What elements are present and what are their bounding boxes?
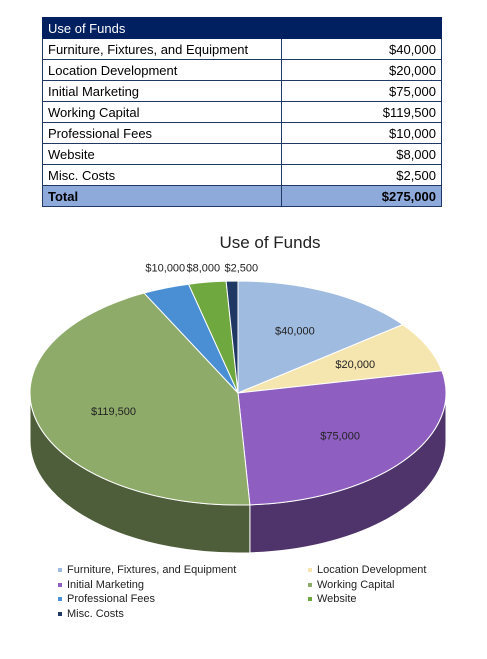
legend-label: Misc. Costs [67, 607, 124, 620]
pie-labels: $40,000 $20,000 $75,000 $119,500 $10,000 $8,0… [91, 263, 375, 443]
legend-item: Initial Marketing [58, 579, 144, 591]
legend-marker [58, 597, 62, 602]
legend-marker [58, 582, 62, 587]
legend-marker [58, 611, 62, 616]
table-row: Working Capital $119,500 [42, 101, 442, 123]
chart-title: Use of Funds [219, 233, 321, 252]
table-header: Use of Funds [42, 17, 442, 39]
legend-label: Website [317, 593, 357, 605]
table-row: Furniture, Fixtures, and Equipment $40,00… [42, 38, 442, 60]
legend-label: Location Development [317, 564, 427, 576]
slice-label-2: $75,000 [320, 430, 360, 442]
row-label: Working Capital [42, 101, 282, 123]
legend-label: Working Capital [317, 578, 395, 591]
table-row: Professional Fees $10,000 [42, 122, 442, 144]
legend-marker [308, 597, 312, 602]
legend-item: Website [308, 593, 357, 605]
pie-slice-6 [225, 280, 239, 394]
table-row: Misc. Costs $2,500 [42, 164, 442, 186]
row-amount: $119,500 [281, 101, 442, 123]
slice-label-6: $2,500 [224, 263, 258, 275]
table-row: Website $8,000 [42, 143, 442, 165]
pie-slice-2 [237, 370, 447, 506]
slice-label-3: $119,500 [91, 406, 136, 418]
legend-item: Furniture, Fixtures, and Equipment [58, 564, 236, 576]
legend-item: Working Capital [308, 579, 394, 591]
legend-label: Initial Marketing [67, 578, 145, 591]
legend-item: Location Development [308, 564, 426, 576]
row-amount: $2,500 [281, 164, 442, 186]
funds-table: Use of Funds Furniture, Fixtures, and Eq… [42, 17, 442, 207]
legend-marker [308, 582, 312, 587]
row-label: Furniture, Fixtures, and Equipment [42, 38, 282, 60]
pie-tops [29, 280, 447, 506]
slice-label-4: $10,000 [145, 263, 185, 275]
slice-label-5: $8,000 [186, 263, 220, 275]
total-label: Total [42, 185, 282, 207]
slice-label-1: $20,000 [335, 359, 375, 371]
legend-marker [308, 568, 312, 573]
total-amount: $275,000 [281, 185, 442, 207]
legend-item: Misc. Costs [58, 608, 124, 620]
legend-label: Professional Fees [67, 593, 156, 605]
pie-slice-3 [29, 292, 251, 506]
legend-item: Professional Fees [58, 593, 155, 605]
pie-slice-0 [237, 280, 404, 394]
legend-label: Furniture, Fixtures, and Equipment [67, 564, 237, 576]
table-total-row: Total $275,000 [42, 185, 442, 207]
legend-marker [58, 568, 62, 573]
table-header-row: Use of Funds [42, 17, 442, 39]
row-label: Initial Marketing [42, 80, 282, 102]
slice-label-0: $40,000 [275, 326, 315, 338]
